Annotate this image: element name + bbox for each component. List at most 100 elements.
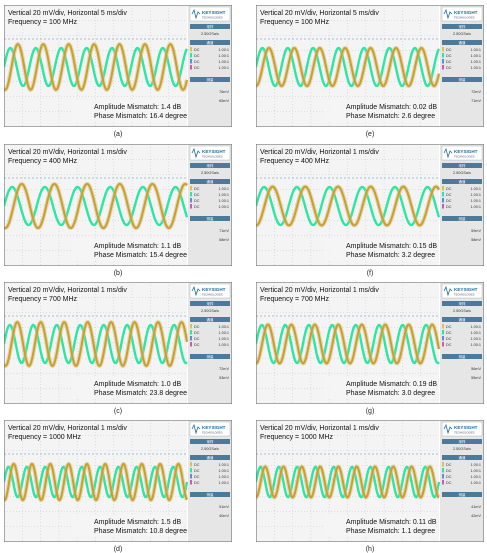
channel-color-swatch <box>442 468 444 473</box>
channel-probe: 1.00:1 <box>470 193 481 197</box>
chart-title: Vertical 20 mV/div, Horizontal 1 ms/div <box>260 149 379 156</box>
channel-color-swatch <box>190 65 192 70</box>
channel-probe: 1.00:1 <box>218 60 229 64</box>
rate-header-bar <box>190 439 230 444</box>
annotation-box <box>324 515 434 537</box>
brand-subtitle: TECHNOLOGIES <box>202 16 223 20</box>
chart-subtitle: Frequency = 400 MHz <box>8 158 78 165</box>
brand-name: KEYSIGHT <box>454 10 478 15</box>
channel-probe: 1.00:1 <box>470 481 481 485</box>
phase-mismatch-label: Phase Mismatch: 3.0 degree <box>346 390 435 397</box>
measure-readout-1: 56mV <box>471 367 481 371</box>
channel-probe: 1.00:1 <box>470 331 481 335</box>
channel-probe: 1.00:1 <box>470 337 481 341</box>
scope-screen: Vertical 20 mV/div, Horizontal 1 ms/div F… <box>4 144 232 266</box>
channel-color-swatch <box>442 480 444 485</box>
channel-header-bar <box>442 179 482 184</box>
channel-coupling: DC <box>194 481 200 485</box>
rate-header-bar <box>190 301 230 306</box>
channel-color-swatch <box>442 330 444 335</box>
channel-color-swatch <box>190 324 192 329</box>
rate-header-bar <box>190 163 230 168</box>
amplitude-mismatch-label: Amplitude Mismatch: 1.4 dB <box>94 104 181 111</box>
channel-header: 通道 <box>207 455 214 460</box>
amplitude-mismatch-label: Amplitude Mismatch: 0.11 dB <box>346 519 437 526</box>
annotation-box <box>72 515 182 537</box>
keysight-logo-icon <box>443 423 453 435</box>
amplitude-mismatch-label: Amplitude Mismatch: 1.0 dB <box>94 381 181 388</box>
phase-mismatch-label: Phase Mismatch: 23.8 degree <box>94 390 187 397</box>
brand-box <box>441 145 483 161</box>
channel-header-bar <box>190 40 230 45</box>
channel-header-bar <box>190 317 230 322</box>
channel-color-swatch <box>442 47 444 52</box>
measure-readout-2: 40mV <box>219 514 229 518</box>
amplitude-mismatch-label: Amplitude Mismatch: 0.19 dB <box>346 381 437 388</box>
measure-header-bar <box>190 216 230 221</box>
scope-panel-e: Vertical 20 mV/div, Horizontal 5 ms/div F… <box>256 5 484 138</box>
channel-coupling: DC <box>194 463 200 467</box>
measure-header-bar <box>190 354 230 359</box>
rate-header: 采样 <box>459 439 467 444</box>
channel-color-swatch <box>190 342 192 347</box>
measure-readout-2: 42mV <box>471 514 481 518</box>
channel-header: 通道 <box>207 179 214 184</box>
rate-header-bar <box>442 24 482 29</box>
brand-box <box>441 6 483 22</box>
annotation-box <box>324 239 434 261</box>
rate-header-bar <box>442 163 482 168</box>
keysight-logo-icon <box>443 285 453 297</box>
measure-header: 测量 <box>207 216 214 221</box>
measure-readout-2: 53mV <box>219 376 229 380</box>
channel-color-swatch <box>190 474 192 479</box>
ch2-waveform <box>256 323 440 365</box>
sample-rate: 2.50GSa/s <box>201 309 219 313</box>
channel-header-bar <box>442 40 482 45</box>
channel-coupling: DC <box>194 193 200 197</box>
channel-coupling: DC <box>446 187 452 191</box>
chart-subtitle: Frequency = 1000 MHz <box>260 434 333 441</box>
channel-coupling: DC <box>446 54 452 58</box>
sample-rate: 2.50GSa/s <box>453 171 471 175</box>
channel-coupling: DC <box>446 343 452 347</box>
measure-header: 测量 <box>207 77 214 82</box>
scope-panel-a: Vertical 20 mV/div, Horizontal 5 ms/div F… <box>4 5 232 138</box>
sample-rate: 2.50GSa/s <box>201 171 219 175</box>
channel-header: 通道 <box>459 40 467 45</box>
annotation-box <box>72 239 182 261</box>
channel-header: 通道 <box>459 179 467 184</box>
channel-probe: 1.00:1 <box>470 54 481 58</box>
ch2-waveform <box>256 185 440 227</box>
channel-probe: 1.00:1 <box>470 343 481 347</box>
annotation-box <box>324 100 434 122</box>
measure-header-bar <box>442 216 482 221</box>
ch2-waveform <box>256 465 440 499</box>
channel-coupling: DC <box>446 193 452 197</box>
channel-coupling: DC <box>446 469 452 473</box>
chart-subtitle: Frequency = 700 MHz <box>260 296 330 303</box>
measure-readout-1: 51mV <box>219 505 229 509</box>
annotation-box <box>324 377 434 399</box>
channel-probe: 1.00:1 <box>470 205 481 209</box>
channel-color-swatch <box>442 192 444 197</box>
rate-header-bar <box>442 439 482 444</box>
brand-name: KEYSIGHT <box>202 10 226 15</box>
channel-color-swatch <box>190 59 192 64</box>
panel-border <box>4 144 232 266</box>
channel-coupling: DC <box>194 469 200 473</box>
panel-caption: (f) <box>366 270 374 277</box>
channel-header-bar <box>190 179 230 184</box>
rate-header: 采样 <box>459 163 467 168</box>
measure-readout-1: 71mV <box>219 229 229 233</box>
chart-subtitle: Frequency = 100 MHz <box>260 19 330 26</box>
channel-color-swatch <box>442 324 444 329</box>
phase-mismatch-label: Phase Mismatch: 3.2 degree <box>346 252 435 259</box>
channel-probe: 1.00:1 <box>218 54 229 58</box>
scope-screen: Vertical 20 mV/div, Horizontal 5 ms/div F… <box>256 5 484 127</box>
keysight-logo-icon <box>191 147 201 159</box>
panel-border <box>256 282 484 404</box>
keysight-logo-icon <box>191 285 201 297</box>
keysight-logo-icon <box>443 8 453 20</box>
panel-border <box>4 5 232 127</box>
scope-panel-d: Vertical 20 mV/div, Horizontal 1 ms/div F… <box>4 420 232 553</box>
